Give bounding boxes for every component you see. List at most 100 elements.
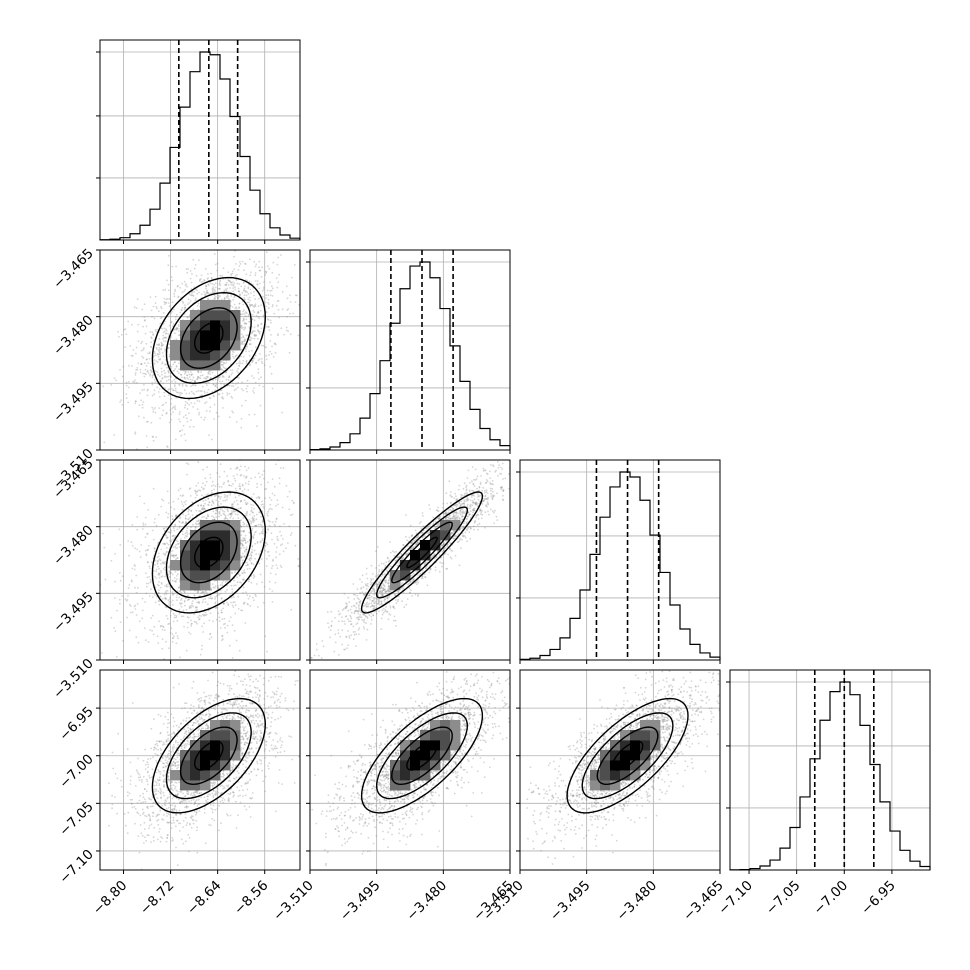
scatter-point [366, 617, 369, 620]
scatter-point [205, 593, 208, 596]
scatter-point [168, 622, 171, 625]
scatter-point [449, 518, 452, 520]
scatter-point [177, 327, 179, 330]
scatter-point [265, 297, 267, 300]
scatter-point [466, 503, 469, 506]
scatter-point [369, 596, 371, 599]
scatter-point [138, 404, 141, 407]
scatter-point [239, 362, 242, 365]
scatter-point [423, 562, 426, 565]
scatter-point [221, 784, 224, 787]
scatter-point [434, 520, 437, 523]
scatter-point [283, 333, 285, 336]
scatter-point [266, 265, 269, 268]
scatter-point [152, 334, 155, 336]
scatter-point [245, 322, 248, 325]
scatter-point [261, 581, 263, 584]
scatter-point [282, 550, 285, 553]
scatter-point [242, 326, 245, 329]
scatter-point [455, 505, 458, 508]
scatter-point [231, 353, 234, 356]
scatter-point [126, 616, 128, 619]
scatter-point [461, 538, 463, 541]
scatter-point [143, 303, 146, 306]
scatter-point [447, 516, 450, 519]
scatter-point [249, 595, 251, 598]
scatter-point [444, 512, 447, 515]
scatter-point [194, 522, 197, 525]
scatter-point [184, 534, 187, 537]
scatter-point [135, 369, 138, 371]
scatter-point [249, 513, 251, 516]
scatter-point [184, 371, 187, 374]
scatter-point [375, 582, 377, 584]
scatter-point [231, 306, 234, 308]
scatter-point [376, 597, 378, 600]
scatter-point [268, 496, 271, 499]
scatter-point [178, 526, 181, 529]
scatter-point [233, 268, 236, 270]
scatter-point [501, 462, 504, 465]
scatter-point [387, 585, 390, 588]
scatter-point [414, 581, 417, 584]
scatter-point [231, 503, 233, 506]
scatter-point [365, 605, 368, 608]
scatter-point [158, 581, 160, 583]
scatter-point [270, 499, 273, 501]
scatter-point [392, 605, 395, 608]
scatter-point [484, 505, 487, 507]
scatter-point [489, 481, 492, 484]
scatter-point [176, 391, 178, 394]
scatter-point [479, 509, 481, 512]
scatter-point [221, 453, 223, 455]
scatter-point [242, 540, 244, 542]
scatter-point [146, 576, 149, 579]
scatter-point [501, 494, 504, 497]
scatter-point [217, 587, 220, 589]
scatter-point [386, 589, 389, 591]
scatter-point [201, 385, 204, 388]
scatter-point [176, 578, 178, 580]
scatter-point [137, 415, 140, 418]
scatter-point [266, 194, 268, 196]
scatter-point [199, 278, 201, 281]
scatter-point [487, 498, 489, 501]
scatter-point [246, 279, 249, 282]
scatter-point [377, 573, 380, 576]
scatter-point [253, 306, 256, 308]
scatter-point [381, 590, 384, 592]
scatter-point [245, 360, 248, 363]
scatter-point [247, 696, 250, 699]
scatter-point [213, 518, 216, 521]
scatter-point [172, 389, 175, 392]
scatter-point [380, 575, 383, 578]
scatter-point [279, 737, 282, 739]
scatter-point [353, 605, 356, 608]
scatter-point [217, 495, 220, 498]
scatter-point [182, 302, 185, 304]
scatter-point [258, 532, 261, 535]
scatter-point [175, 575, 178, 577]
scatter-point [502, 490, 505, 492]
scatter-point [484, 469, 487, 472]
scatter-point [223, 290, 226, 293]
scatter-point [162, 552, 165, 555]
scatter-point [195, 509, 198, 512]
scatter-point [156, 371, 159, 374]
scatter-point [185, 517, 187, 520]
scatter-point [161, 625, 164, 628]
scatter-point [462, 502, 465, 504]
scatter-point [451, 506, 454, 509]
scatter-point [290, 276, 293, 279]
scatter-point [379, 579, 382, 582]
scatter-point [263, 488, 266, 491]
scatter-point [175, 596, 178, 599]
scatter-point [469, 537, 472, 540]
scatter-point [240, 547, 243, 550]
scatter-point [339, 635, 342, 638]
scatter-point [140, 349, 143, 352]
scatter-point [197, 591, 200, 594]
scatter-point [278, 482, 281, 485]
scatter-point [160, 571, 163, 574]
scatter-point [178, 383, 180, 386]
